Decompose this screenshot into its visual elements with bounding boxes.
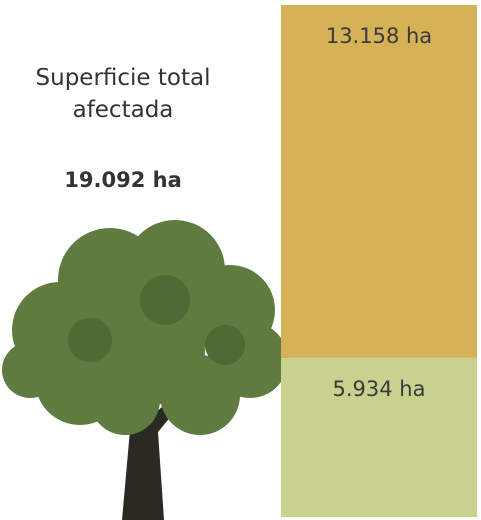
title: Superficie total afectada [10, 62, 236, 126]
tree [2, 220, 288, 520]
value-label: 5.934 ha [333, 377, 426, 401]
bar-segment [281, 5, 477, 358]
total-label: 19.092 ha [10, 168, 236, 192]
infographic: 5.934 ha 13.158 ha Superficie total afect… [0, 0, 481, 520]
value-label: 13.158 ha [326, 24, 432, 48]
